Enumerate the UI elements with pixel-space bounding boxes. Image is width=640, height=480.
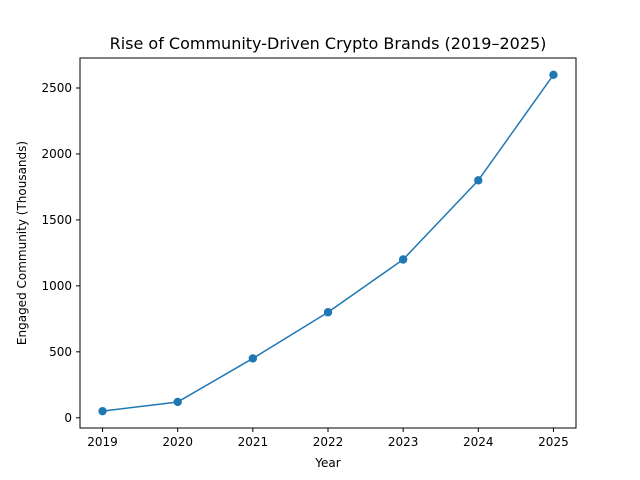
y-axis: 0 500 1000 1500 2000 2500 bbox=[41, 81, 80, 425]
y-tick-label: 500 bbox=[49, 345, 72, 359]
x-tick-label: 2020 bbox=[162, 435, 193, 449]
y-tick-label: 2000 bbox=[41, 147, 72, 161]
y-axis-label: Engaged Community (Thousands) bbox=[15, 141, 29, 345]
y-tick-label: 2500 bbox=[41, 81, 72, 95]
x-tick-label: 2024 bbox=[463, 435, 494, 449]
y-tick-label: 1000 bbox=[41, 279, 72, 293]
x-axis-label: Year bbox=[314, 456, 340, 470]
data-point bbox=[398, 255, 408, 264]
chart-title: Rise of Community-Driven Crypto Brands (… bbox=[110, 34, 547, 53]
plot-area bbox=[98, 70, 558, 416]
data-point bbox=[173, 397, 182, 407]
x-tick-label: 2023 bbox=[388, 435, 419, 449]
data-point bbox=[248, 354, 258, 363]
x-tick-label: 2019 bbox=[87, 435, 118, 449]
data-point bbox=[549, 70, 558, 80]
data-point bbox=[474, 176, 483, 185]
x-tick-label: 2025 bbox=[538, 435, 569, 449]
x-axis: 2019 2020 2021 2022 2023 2024 2025 bbox=[87, 428, 569, 449]
data-point bbox=[323, 308, 333, 317]
y-tick-label: 1500 bbox=[41, 213, 72, 227]
x-tick-label: 2022 bbox=[313, 435, 344, 449]
y-tick-label: 0 bbox=[64, 411, 72, 425]
x-tick-label: 2021 bbox=[238, 435, 269, 449]
data-point bbox=[98, 406, 107, 416]
